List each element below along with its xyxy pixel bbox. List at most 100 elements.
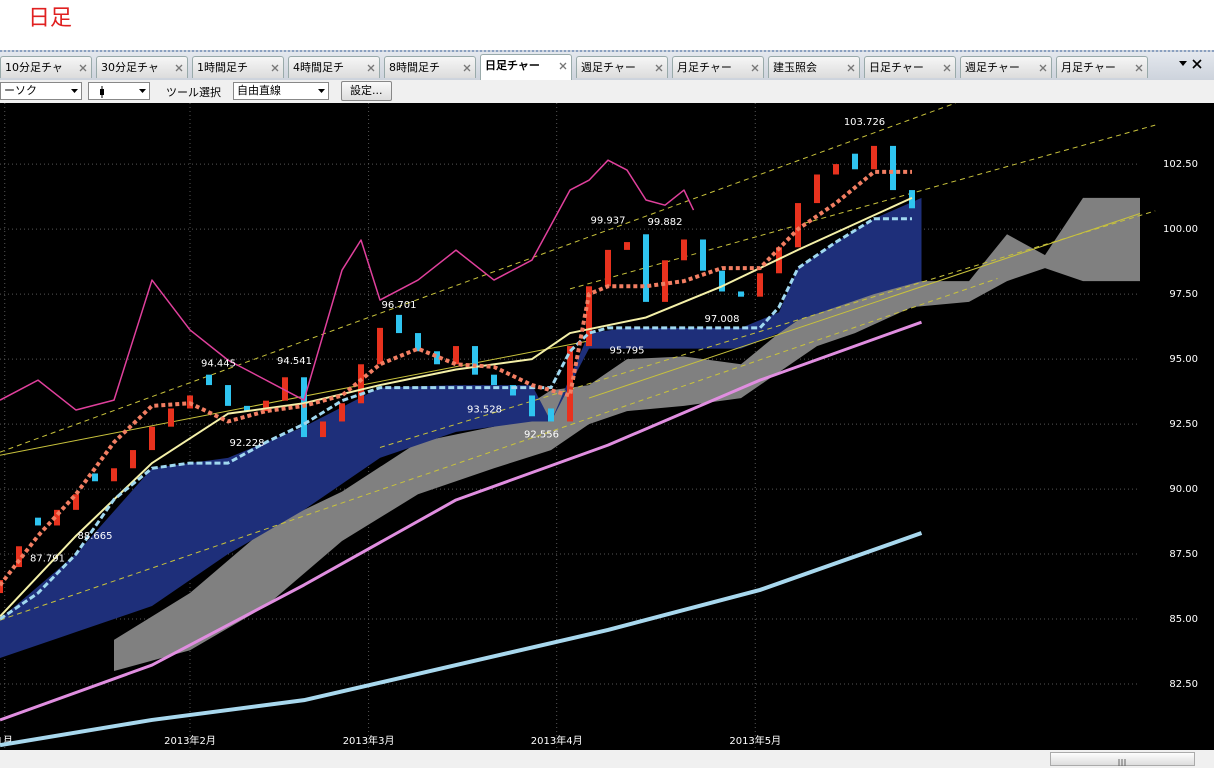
indicator-line	[0, 217, 912, 621]
tab-label: 10分足チャ	[5, 61, 63, 74]
tab[interactable]: 週足チャー	[576, 56, 668, 78]
price-annotation: 96.701	[382, 300, 417, 311]
y-tick-label: 95.00	[1169, 354, 1198, 365]
candle-body	[0, 580, 3, 594]
tab[interactable]: 30分足チャ	[96, 56, 188, 78]
tab-close[interactable]	[1039, 64, 1047, 72]
candle-body	[206, 374, 212, 386]
trend-line	[0, 103, 956, 453]
tab-close[interactable]	[559, 62, 567, 70]
tab-label: 30分足チャ	[101, 61, 159, 74]
tab[interactable]: 月足チャー	[1056, 56, 1148, 78]
tab-close[interactable]	[79, 64, 87, 72]
candle-body	[225, 385, 231, 406]
candle-body	[168, 408, 174, 427]
tab-close[interactable]	[847, 64, 855, 72]
chart-kind-select[interactable]: ーソク	[0, 82, 82, 100]
price-annotation: 97.008	[705, 314, 740, 325]
status-bar	[0, 750, 1214, 768]
candle-body	[871, 145, 877, 170]
price-annotation: 92.556	[524, 430, 559, 441]
x-tick-label: 2013年2月	[164, 734, 216, 747]
tab-label: 週足チャー	[581, 61, 636, 74]
tab[interactable]: 週足チャー	[960, 56, 1052, 78]
candle-body	[605, 249, 611, 287]
tab-close[interactable]	[175, 64, 183, 72]
tab[interactable]: 1時間足チ	[192, 56, 284, 78]
trend-line	[379, 210, 1156, 448]
y-tick-label: 90.00	[1169, 484, 1198, 495]
price-annotation: 88.665	[78, 531, 113, 542]
indicator-line	[0, 196, 913, 618]
candle-body	[510, 385, 516, 396]
tab-close[interactable]	[655, 64, 663, 72]
y-tick-label: 100.00	[1163, 224, 1198, 235]
tab-label: 月足チャー	[677, 61, 732, 74]
tab-label: 日足チャー	[485, 59, 540, 72]
tab-close[interactable]	[367, 64, 375, 72]
indicator-line	[0, 169, 912, 587]
price-annotation: 99.882	[648, 217, 683, 228]
tab[interactable]: 月足チャー	[672, 56, 764, 78]
scrollbar[interactable]	[1050, 752, 1195, 766]
tab-close[interactable]	[463, 64, 471, 72]
tab-controls[interactable]	[1178, 58, 1204, 70]
candle-body	[586, 286, 592, 347]
candle-body	[548, 408, 554, 422]
tool-select[interactable]: 自由直線	[233, 82, 329, 100]
candle-body	[643, 234, 649, 302]
settings-button[interactable]: 設定...	[341, 81, 392, 101]
candle-body	[35, 517, 41, 526]
tab-label: 日足チャー	[869, 61, 924, 74]
select-value: ーソク	[4, 84, 37, 97]
candle-body	[415, 333, 421, 352]
candle-body	[149, 426, 155, 451]
candle-body	[130, 450, 136, 469]
tab-close[interactable]	[751, 64, 759, 72]
indicator-line	[0, 531, 923, 748]
price-annotation: 93.528	[467, 404, 502, 415]
candle-body	[814, 174, 820, 204]
tab-close[interactable]	[271, 64, 279, 72]
y-tick-label: 102.50	[1163, 159, 1198, 170]
tab-label: 建玉照会	[773, 61, 817, 74]
y-tick-label: 97.50	[1169, 289, 1198, 300]
trend-line	[588, 213, 1141, 399]
tab[interactable]: 日足チャー	[480, 54, 572, 80]
candle-body	[263, 400, 269, 412]
cloud	[0, 197, 922, 659]
tab-label: 週足チャー	[965, 61, 1020, 74]
candle-body	[339, 403, 345, 422]
candle-body	[434, 351, 440, 365]
chart: 82.50 85.00 87.50 90.00 92.50 95.00 97.50 100.0…	[0, 103, 1214, 750]
candle-body	[833, 164, 839, 175]
tab-close[interactable]	[943, 64, 951, 72]
candle-body	[795, 203, 801, 248]
tab[interactable]: 8時間足チ	[384, 56, 476, 78]
candle-body	[757, 273, 763, 297]
candle-body	[662, 260, 668, 302]
candle-body	[111, 468, 117, 482]
tab-close[interactable]	[1135, 64, 1143, 72]
tab[interactable]: 建玉照会	[768, 56, 860, 78]
candle-body	[776, 247, 782, 274]
price-annotation: 87.791	[30, 553, 65, 564]
cloud	[114, 197, 1140, 672]
tab[interactable]: 10分足チャ	[0, 56, 92, 78]
candle-body	[282, 377, 288, 401]
candle-body	[624, 242, 630, 250]
candle-body	[700, 239, 706, 271]
candle-body	[16, 546, 22, 568]
candle-body	[54, 509, 60, 526]
tab[interactable]: 4時間足チ	[288, 56, 380, 78]
tab-label: 月足チャー	[1061, 61, 1116, 74]
style-select[interactable]	[88, 82, 150, 100]
indicator-line	[0, 159, 695, 411]
indicator-line	[0, 320, 923, 722]
candle-body	[567, 346, 573, 422]
y-tick-label: 87.50	[1169, 549, 1198, 560]
price-annotation: 99.937	[591, 216, 626, 227]
candle-body	[890, 145, 896, 191]
tab-label: 4時間足チ	[293, 61, 344, 74]
tab[interactable]: 日足チャー	[864, 56, 956, 78]
